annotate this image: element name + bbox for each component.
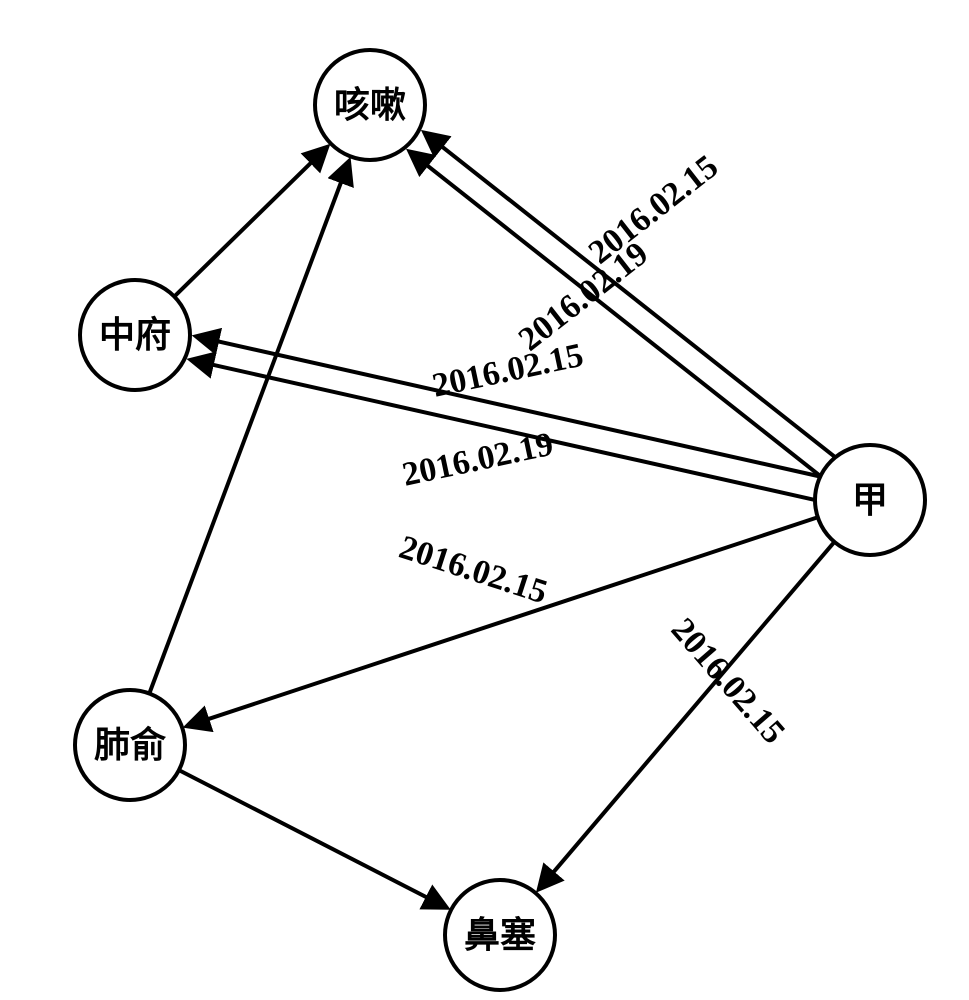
edge-label: 2016.02.15: [429, 337, 586, 405]
node-kesou: 咳嗽: [315, 50, 425, 160]
edge-feishu-bisai: [179, 770, 446, 907]
edge-jia-kesou: [425, 133, 834, 456]
node-label: 肺俞: [94, 724, 167, 765]
node-label: 咳嗽: [334, 85, 406, 125]
node-label: 中府: [99, 314, 171, 355]
node-bisai: 鼻塞: [445, 880, 555, 990]
node-jia: 甲: [815, 445, 925, 555]
edge-feishu-kesou: [149, 162, 348, 693]
node-label: 甲: [852, 480, 888, 520]
node-label: 鼻塞: [464, 915, 536, 955]
edge-jia-kesou: [410, 152, 819, 475]
edge-label: 2016.02.15: [582, 148, 725, 271]
edge-zhongfu-kesou: [174, 148, 326, 297]
node-feishu: 肺俞: [75, 690, 185, 800]
edges-group: 2016.02.152016.02.192016.02.152016.02.19…: [149, 133, 834, 907]
network-diagram: 2016.02.152016.02.192016.02.152016.02.19…: [0, 0, 969, 1000]
edge-label: 2016.02.15: [664, 611, 792, 751]
node-zhongfu: 中府: [80, 280, 190, 390]
edge-label: 2016.02.19: [399, 426, 556, 494]
edge-label: 2016.02.15: [395, 529, 552, 611]
